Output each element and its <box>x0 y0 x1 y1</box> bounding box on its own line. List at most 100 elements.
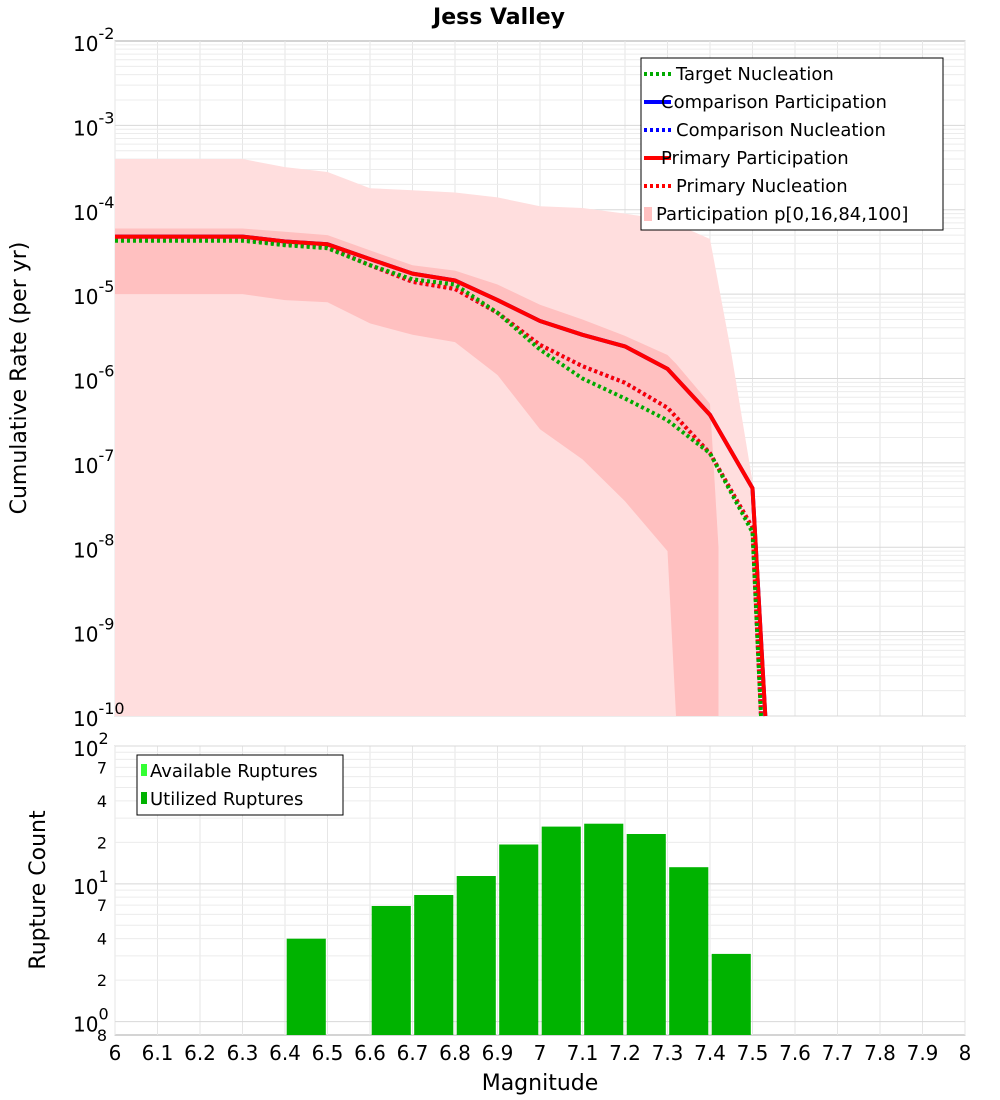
bar-utilized-ruptures <box>584 823 624 1035</box>
rate-plot-bands <box>115 159 761 716</box>
x-axis-label: Magnitude <box>482 1071 599 1096</box>
band-participation-p-16-84- <box>115 228 719 716</box>
x-tick-label: 7.2 <box>609 1041 641 1065</box>
bar-utilized-ruptures <box>286 938 326 1035</box>
x-tick-label: 8 <box>959 1041 972 1065</box>
y-tick-base: 10 <box>73 875 98 899</box>
y-tick-label: 10-10 <box>73 699 125 731</box>
y-tick-exponent: -5 <box>98 277 114 296</box>
y-tick-label: 10-3 <box>73 108 114 140</box>
legend-box <box>640 57 944 231</box>
x-tick-label: 6.3 <box>227 1041 259 1065</box>
legend-label: Comparison Participation <box>661 92 887 113</box>
y-tick-exponent: -8 <box>98 530 114 549</box>
y-minor-tick-label: 7 <box>97 896 107 915</box>
count-plot-x-ticks: 6 6.1 6.2 6.3 6.4 6.5 6.6 6.7 6.8 6.9 7 7.1 7.2 7.3 7.… <box>109 1041 972 1065</box>
y-tick-exponent: 0 <box>98 1005 108 1024</box>
bar-utilized-ruptures <box>541 826 581 1035</box>
legend-label: Comparison Nucleation <box>676 120 886 141</box>
legend-swatch <box>141 792 147 804</box>
y-tick-label: 102 <box>73 729 109 761</box>
rate-plot-lines <box>115 234 768 717</box>
x-tick-label: 6.4 <box>269 1041 301 1065</box>
legend-label: Primary Participation <box>661 148 849 169</box>
rate-plot-legend: Target Nucleation Comparison Participatio… <box>640 57 944 231</box>
bar-utilized-ruptures <box>456 876 496 1035</box>
rate-plot-y-ticks: 10-210-310-410-510-610-710-810-910-10 <box>73 24 125 731</box>
y-tick-exponent: 2 <box>98 729 108 748</box>
y-tick-exponent: -10 <box>98 699 124 718</box>
y-tick-base: 10 <box>73 538 98 562</box>
x-tick-label: 7.6 <box>779 1041 811 1065</box>
y-tick-base: 10 <box>73 116 98 140</box>
legend-box <box>136 754 344 816</box>
legend-label: Available Ruptures <box>150 761 318 782</box>
y-tick-label: 10-8 <box>73 530 114 562</box>
y-minor-tick-label: 2 <box>97 833 107 852</box>
y-tick-base: 10 <box>73 370 98 394</box>
y-minor-tick-label: 7 <box>97 758 107 777</box>
y-tick-exponent: -2 <box>98 24 114 43</box>
y-tick-exponent: -4 <box>98 193 114 212</box>
x-tick-label: 7.1 <box>567 1041 599 1065</box>
y-minor-tick-label: 4 <box>97 930 107 949</box>
legend-label: Target Nucleation <box>675 64 834 85</box>
bar-utilized-ruptures <box>669 867 709 1035</box>
count-plot-grid <box>114 745 966 1035</box>
y-tick-base: 10 <box>73 737 98 761</box>
x-tick-label: 7.7 <box>822 1041 854 1065</box>
y-tick-base: 10 <box>73 32 98 56</box>
y-tick-exponent: -6 <box>98 362 114 381</box>
y-tick-label: 10-2 <box>73 24 114 56</box>
legend-label: Participation p[0,16,84,100] <box>656 204 908 225</box>
bar-utilized-ruptures <box>499 844 539 1035</box>
y-tick-base: 10 <box>73 201 98 225</box>
x-tick-label: 6 <box>109 1041 122 1065</box>
bar-utilized-ruptures <box>414 895 454 1035</box>
count-plot-legend: Available Ruptures Utilized Ruptures <box>136 754 344 816</box>
bar-utilized-ruptures <box>371 906 411 1035</box>
x-tick-label: 6.5 <box>312 1041 344 1065</box>
x-tick-label: 7.4 <box>694 1041 726 1065</box>
y-tick-label: 10-7 <box>73 446 114 478</box>
y-minor-tick-label: 8 <box>97 1026 107 1045</box>
x-tick-label: 6.6 <box>354 1041 386 1065</box>
legend-swatch <box>141 764 147 776</box>
y-minor-tick-label: 4 <box>97 792 107 811</box>
legend-label: Primary Nucleation <box>676 176 848 197</box>
y-tick-label: 10-6 <box>73 362 114 394</box>
count-plot-bars <box>286 823 751 1035</box>
x-tick-label: 7.8 <box>864 1041 896 1065</box>
x-tick-label: 6.1 <box>142 1041 174 1065</box>
series-line-target-nucleation <box>115 238 763 717</box>
y-tick-label: 100 <box>73 1005 109 1037</box>
rate-plot-y-label: Cumulative Rate (per yr) <box>7 242 32 515</box>
x-tick-label: 7.5 <box>737 1041 769 1065</box>
x-tick-label: 6.7 <box>397 1041 429 1065</box>
count-plot-y-label: Rupture Count <box>26 810 51 970</box>
x-tick-label: 7 <box>534 1041 547 1065</box>
x-tick-label: 6.2 <box>184 1041 216 1065</box>
rate-plot: 10-210-310-410-510-610-710-810-910-10 Ta… <box>73 24 966 731</box>
bar-utilized-ruptures <box>626 834 666 1035</box>
y-tick-exponent: 1 <box>98 867 108 886</box>
x-tick-label: 6.9 <box>482 1041 514 1065</box>
chart-title: Jess Valley <box>431 5 565 30</box>
y-tick-exponent: -7 <box>98 446 114 465</box>
y-tick-label: 10-5 <box>73 277 114 309</box>
legend-swatch <box>644 207 652 221</box>
y-tick-base: 10 <box>73 707 98 731</box>
bar-utilized-ruptures <box>711 953 751 1035</box>
x-tick-label: 6.8 <box>439 1041 471 1065</box>
y-minor-tick-label: 2 <box>97 971 107 990</box>
y-tick-base: 10 <box>73 1013 98 1037</box>
y-tick-label: 10-4 <box>73 193 114 225</box>
y-tick-base: 10 <box>73 454 98 478</box>
y-tick-label: 10-9 <box>73 615 114 647</box>
y-tick-exponent: -3 <box>98 108 114 127</box>
series-line-primary-participation <box>115 234 768 717</box>
y-tick-exponent: -9 <box>98 615 114 634</box>
